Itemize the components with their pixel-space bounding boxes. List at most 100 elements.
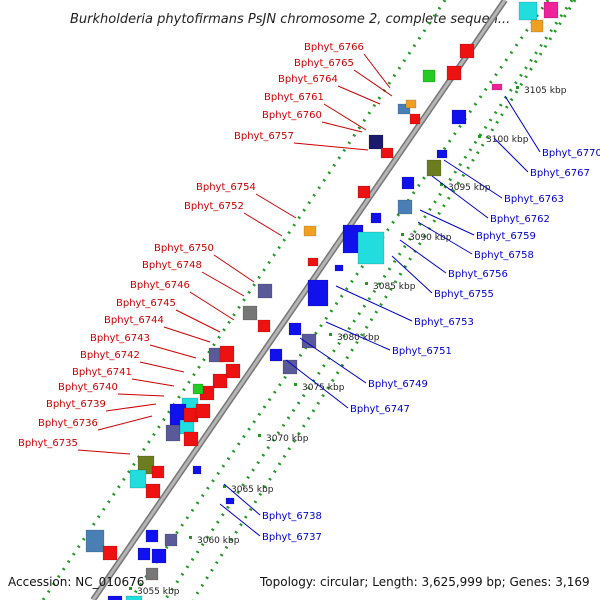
gene-label-forward[interactable]: Bphyt_6764: [278, 74, 338, 85]
gene-leader-line: [325, 321, 391, 351]
chromosome-backbone-highlight: [91, 0, 507, 600]
gene-feature[interactable]: [212, 373, 228, 389]
gene-label-reverse[interactable]: Bphyt_6759: [476, 231, 536, 242]
ring-guide: [191, 0, 577, 600]
genome-summary: Topology: circular; Length: 3,625,999 bp…: [259, 575, 590, 589]
gene-feature[interactable]: [137, 547, 151, 561]
gene-feature[interactable]: [459, 43, 475, 59]
gene-feature[interactable]: [397, 199, 413, 215]
gene-label-forward[interactable]: Bphyt_6750: [154, 243, 214, 254]
gene-feature[interactable]: [436, 149, 448, 159]
gene-label-reverse[interactable]: Bphyt_6751: [392, 346, 452, 357]
gene-label-forward[interactable]: Bphyt_6745: [116, 298, 176, 309]
gene-feature[interactable]: [451, 109, 467, 125]
gene-feature[interactable]: [225, 497, 235, 505]
gene-feature[interactable]: [301, 333, 317, 349]
gene-feature[interactable]: [357, 185, 371, 199]
gene-label-forward[interactable]: Bphyt_6742: [80, 350, 140, 361]
gene-label-forward[interactable]: Bphyt_6765: [294, 58, 354, 69]
gene-feature[interactable]: [303, 225, 317, 237]
gene-feature[interactable]: [165, 424, 181, 442]
gene-label-forward[interactable]: Bphyt_6740: [58, 382, 118, 393]
gene-feature[interactable]: [426, 159, 442, 177]
gene-label-reverse[interactable]: Bphyt_6747: [350, 404, 410, 415]
gene-label-forward[interactable]: Bphyt_6735: [18, 438, 78, 449]
gene-feature[interactable]: [164, 533, 178, 547]
gene-leader-line: [139, 361, 185, 373]
gene-label-forward[interactable]: Bphyt_6744: [104, 315, 164, 326]
gene-feature[interactable]: [409, 113, 421, 125]
scale-tick-mark: [294, 383, 297, 386]
gene-label-forward[interactable]: Bphyt_6761: [264, 92, 324, 103]
gene-feature[interactable]: [518, 1, 538, 21]
gene-feature[interactable]: [192, 465, 202, 475]
gene-label-reverse[interactable]: Bphyt_6738: [262, 511, 322, 522]
gene-feature[interactable]: [422, 69, 436, 83]
gene-feature[interactable]: [405, 99, 417, 109]
gene-feature[interactable]: [257, 283, 273, 299]
gene-feature[interactable]: [151, 465, 165, 479]
gene-feature[interactable]: [219, 345, 235, 363]
gene-label-forward[interactable]: Bphyt_6766: [304, 42, 364, 53]
scale-tick-mark: [189, 536, 192, 539]
gene-feature[interactable]: [195, 403, 211, 419]
gene-label-reverse[interactable]: Bphyt_6737: [262, 532, 322, 543]
gene-feature[interactable]: [288, 322, 302, 336]
gene-feature[interactable]: [368, 134, 384, 150]
gene-label-reverse[interactable]: Bphyt_6756: [448, 269, 508, 280]
gene-feature[interactable]: [357, 231, 385, 265]
gene-feature[interactable]: [85, 529, 105, 553]
gene-leader-line: [399, 239, 447, 274]
gene-feature[interactable]: [129, 469, 147, 489]
gene-label-reverse[interactable]: Bphyt_6758: [474, 250, 534, 261]
gene-feature[interactable]: [543, 1, 559, 19]
gene-label-forward[interactable]: Bphyt_6754: [196, 182, 256, 193]
gene-label-forward[interactable]: Bphyt_6752: [184, 201, 244, 212]
gene-label-forward[interactable]: Bphyt_6741: [72, 367, 132, 378]
gene-feature[interactable]: [125, 595, 143, 600]
gene-feature[interactable]: [192, 383, 204, 395]
gene-feature[interactable]: [257, 319, 271, 333]
gene-feature[interactable]: [145, 483, 161, 499]
gene-feature[interactable]: [242, 305, 258, 321]
gene-feature[interactable]: [397, 103, 411, 115]
gene-label-forward[interactable]: Bphyt_6736: [38, 418, 98, 429]
gene-label-reverse[interactable]: Bphyt_6753: [414, 317, 474, 328]
gene-label-forward[interactable]: Bphyt_6743: [90, 333, 150, 344]
gene-label-reverse[interactable]: Bphyt_6770: [542, 148, 600, 159]
gene-feature[interactable]: [269, 348, 283, 362]
gene-label-forward[interactable]: Bphyt_6757: [234, 131, 294, 142]
gene-feature[interactable]: [307, 257, 319, 267]
gene-feature[interactable]: [225, 363, 241, 379]
gene-feature[interactable]: [334, 264, 344, 272]
gene-feature[interactable]: [102, 545, 118, 561]
gene-leader-line: [417, 221, 473, 255]
gene-feature[interactable]: [401, 176, 415, 190]
gene-label-forward[interactable]: Bphyt_6760: [262, 110, 322, 121]
gene-label-reverse[interactable]: Bphyt_6749: [368, 379, 428, 390]
scale-tick-mark: [365, 282, 368, 285]
gene-feature[interactable]: [145, 567, 159, 581]
gene-label-reverse[interactable]: Bphyt_6767: [530, 168, 590, 179]
gene-feature[interactable]: [107, 595, 123, 600]
gene-feature[interactable]: [380, 147, 394, 159]
gene-feature[interactable]: [183, 431, 199, 447]
gene-feature[interactable]: [530, 19, 544, 33]
gene-leader-line: [353, 69, 393, 97]
gene-label-reverse[interactable]: Bphyt_6755: [434, 289, 494, 300]
gene-feature[interactable]: [282, 359, 298, 375]
gene-feature[interactable]: [145, 529, 159, 543]
gene-label-forward[interactable]: Bphyt_6739: [46, 399, 106, 410]
gene-feature[interactable]: [446, 65, 462, 81]
gene-label-forward[interactable]: Bphyt_6748: [142, 260, 202, 271]
gene-feature[interactable]: [491, 83, 503, 91]
gene-leader-line: [493, 137, 529, 173]
gene-label-reverse[interactable]: Bphyt_6762: [490, 214, 550, 225]
gene-label-reverse[interactable]: Bphyt_6763: [504, 194, 564, 205]
gene-feature[interactable]: [370, 212, 382, 224]
gene-feature[interactable]: [151, 548, 167, 564]
gene-label-forward[interactable]: Bphyt_6746: [130, 280, 190, 291]
scale-tick-mark: [223, 485, 226, 488]
gene-feature[interactable]: [307, 279, 329, 307]
